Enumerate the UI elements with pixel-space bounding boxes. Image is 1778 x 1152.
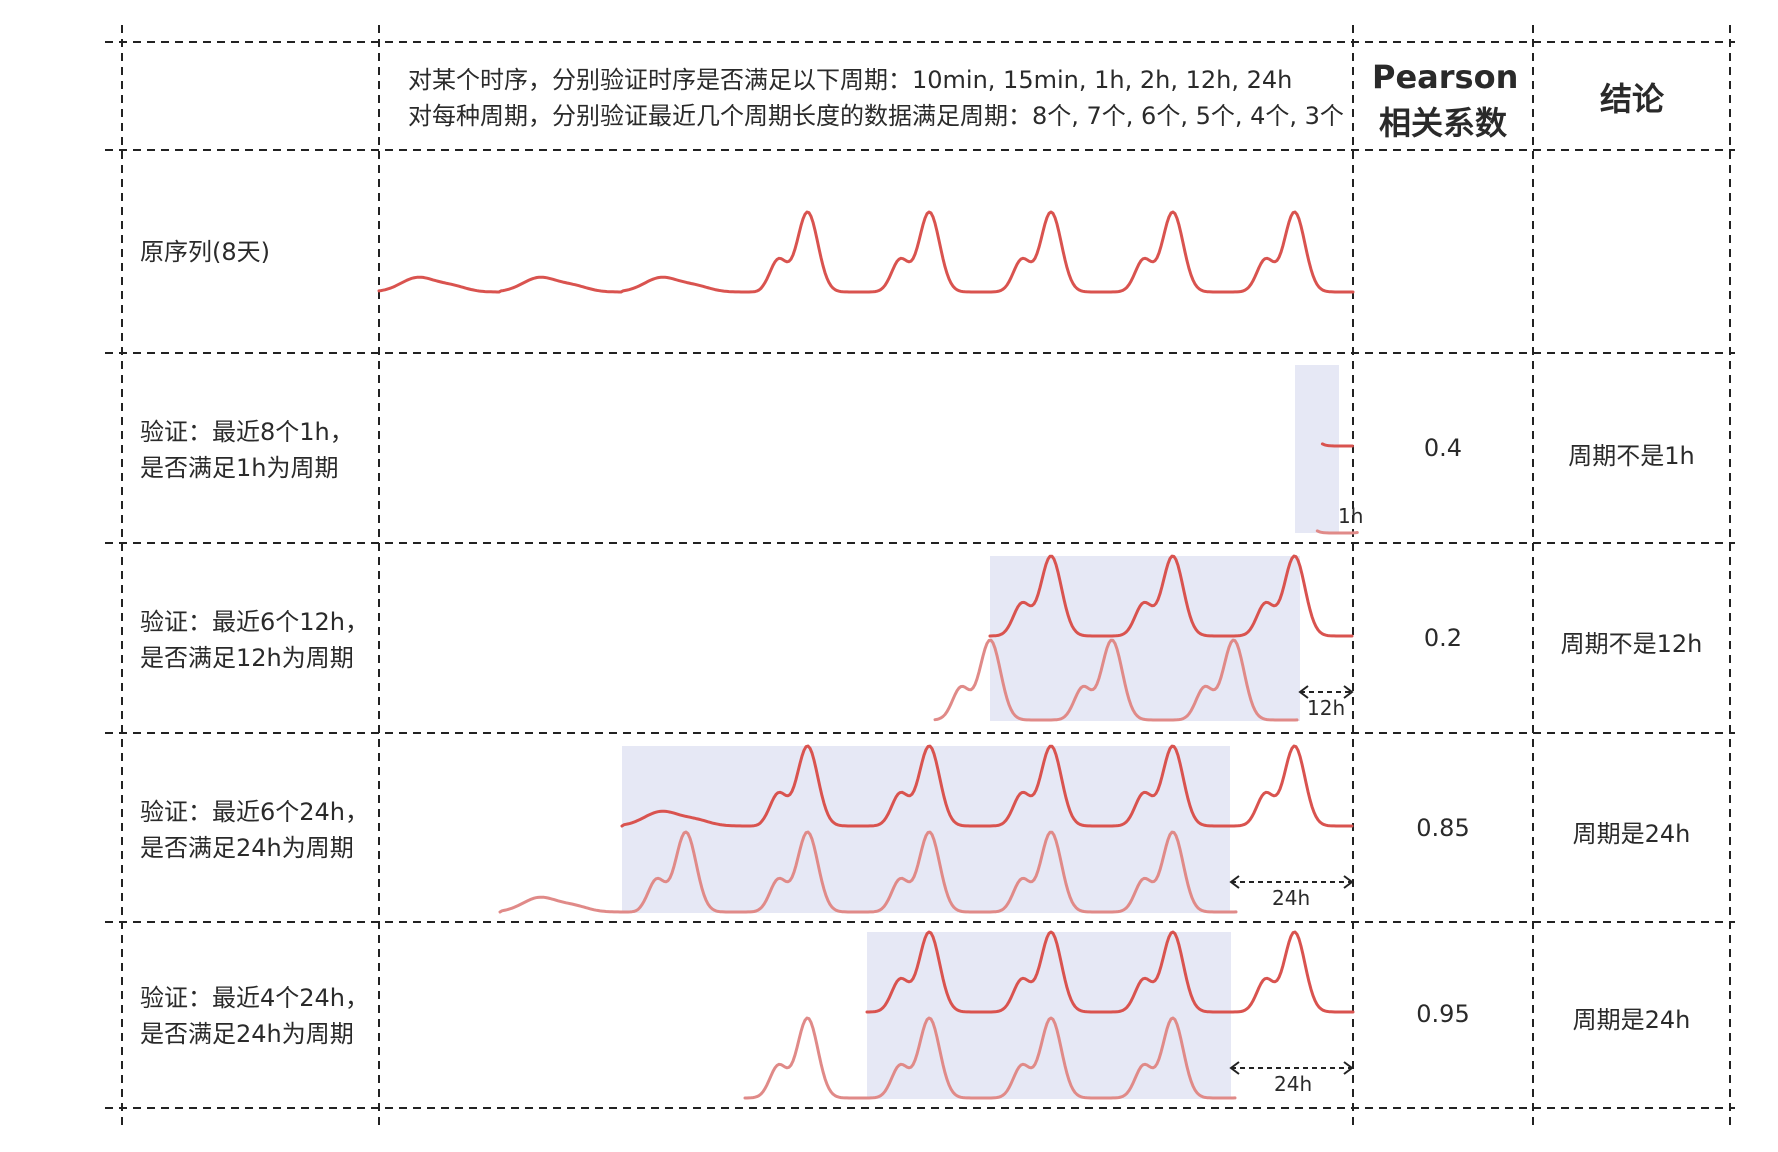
lag-arrowhead-24h-6-right (1343, 875, 1354, 889)
header-description-line2: 对每种周期，分别验证最近几个周期长度的数据满足周期：8个, 7个, 6个, 5个… (408, 102, 1344, 130)
row-12h-recent-segment (988, 554, 1354, 638)
lag-arrowhead-24h-4-right (1343, 1061, 1354, 1075)
row-label-original: 原序列(8天) (140, 234, 270, 270)
pearson-header-line2: 相关系数 (1378, 104, 1507, 142)
original-series-line (377, 210, 1355, 294)
row-label-24h-6-line1: 验证：最近6个24h， (140, 798, 370, 826)
row-label-24h-4-line2: 是否满足24h为周期 (140, 1020, 354, 1048)
row-24h6-recent-segment (620, 744, 1354, 828)
row-label-24h-4: 验证：最近4个24h， 是否满足24h为周期 (140, 980, 369, 1052)
row-label-24h-6: 验证：最近6个24h， 是否满足24h为周期 (140, 794, 369, 866)
table-grid (105, 25, 1735, 1130)
lag-label-24h-4: 24h (1274, 1072, 1313, 1096)
pearson-value-1h: 0.4 (1423, 434, 1463, 462)
row-24h4-shifted-segment (743, 1016, 1237, 1100)
row-label-1h-line1: 验证：最近8个1h， (140, 418, 354, 446)
lag-arrows (1229, 685, 1354, 1075)
window-24h-4 (867, 932, 1231, 1099)
row-label-12h-line2: 是否满足12h为周期 (140, 644, 354, 672)
row-label-12h: 验证：最近6个12h， 是否满足12h为周期 (140, 604, 369, 676)
row-label-24h-4-line1: 验证：最近4个24h， (140, 984, 370, 1012)
header-description-line1: 对某个时序，分别验证时序是否满足以下周期：10min, 15min, 1h, 2… (408, 66, 1293, 94)
row-label-1h-line2: 是否满足1h为周期 (140, 454, 339, 482)
lag-label-12h: 12h (1307, 696, 1346, 720)
conclusion-header: 结论 (1599, 80, 1664, 118)
row-24h6-shifted-segment (498, 830, 1238, 914)
lag-label-24h-6: 24h (1272, 886, 1311, 910)
lag-label-1h: 1h (1338, 504, 1364, 528)
pearson-value-24h-6: 0.85 (1416, 814, 1470, 842)
row-label-original-line1: 原序列(8天) (140, 238, 270, 266)
window-12h (990, 556, 1300, 721)
pearson-header-line1: Pearson (1372, 58, 1519, 96)
pearson-header: Pearson 相关系数 (1372, 54, 1519, 146)
row-label-24h-6-line2: 是否满足24h为周期 (140, 834, 354, 862)
conclusion-12h: 周期不是12h (1560, 630, 1703, 658)
conclusion-24h-6: 周期是24h (1572, 820, 1691, 848)
row-label-12h-line1: 验证：最近6个12h， (140, 608, 370, 636)
row-1h-recent-segment (1320, 442, 1354, 448)
conclusion-1h: 周期不是1h (1568, 442, 1695, 470)
window-1h (1295, 365, 1339, 533)
conclusion-24h-4: 周期是24h (1572, 1006, 1691, 1034)
series-layer (377, 210, 1359, 1100)
header-description: 对某个时序，分别验证时序是否满足以下周期：10min, 15min, 1h, 2… (408, 62, 1344, 134)
row-24h4-recent-segment (865, 930, 1355, 1014)
window-24h-6 (622, 746, 1230, 913)
lag-arrowhead-12h-right (1343, 685, 1354, 699)
lag-arrowhead-12h-left (1298, 685, 1309, 699)
row-label-1h: 验证：最近8个1h， 是否满足1h为周期 (140, 414, 354, 486)
lag-arrowhead-24h-6-left (1229, 875, 1240, 889)
pearson-value-12h: 0.2 (1423, 624, 1463, 652)
lag-arrowhead-24h-4-left (1229, 1061, 1240, 1075)
row-12h-shifted-segment (933, 638, 1299, 722)
row-1h-shifted-segment (1315, 529, 1359, 535)
pearson-value-24h-4: 0.95 (1416, 1000, 1470, 1028)
